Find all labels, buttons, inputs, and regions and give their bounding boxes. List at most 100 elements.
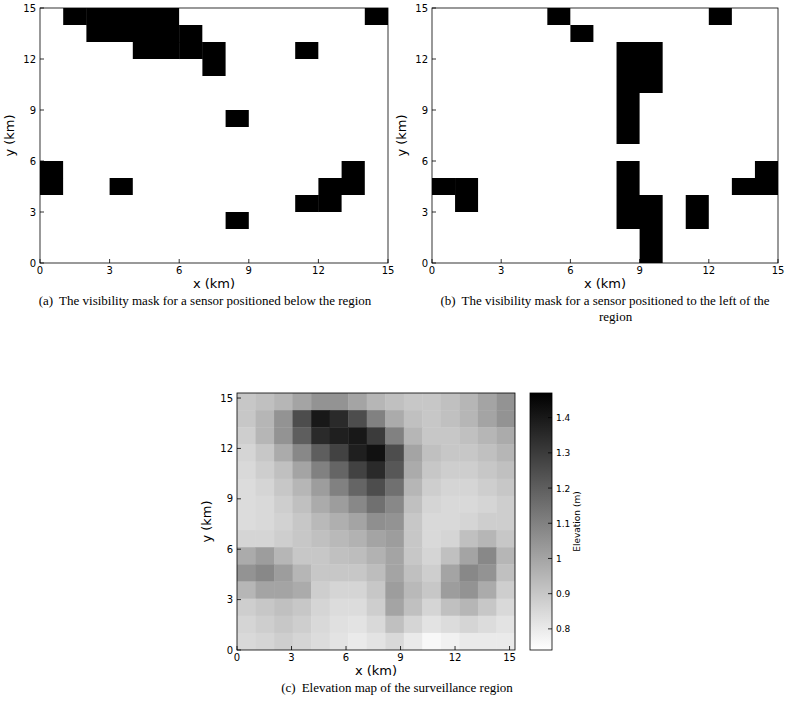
cell bbox=[311, 513, 330, 531]
cell bbox=[478, 513, 497, 531]
cell bbox=[365, 110, 388, 127]
caption: The visibility mask for a sensor positio… bbox=[59, 293, 372, 308]
y-tick-label: 6 bbox=[227, 544, 233, 555]
cell bbox=[272, 229, 296, 246]
colorbar-tick-label: 1.2 bbox=[556, 484, 570, 494]
cell bbox=[86, 25, 110, 42]
cell bbox=[385, 496, 404, 514]
x-tick bbox=[708, 259, 709, 263]
cell bbox=[501, 42, 524, 59]
cell bbox=[202, 144, 226, 161]
cell bbox=[202, 59, 226, 76]
y-axis-title: y (km) bbox=[2, 114, 17, 156]
cell bbox=[318, 246, 342, 263]
cell bbox=[501, 212, 524, 229]
cell bbox=[404, 393, 423, 411]
cell bbox=[385, 633, 404, 650]
cell bbox=[640, 110, 663, 127]
x-tick-label: 9 bbox=[246, 265, 252, 276]
cell bbox=[459, 444, 478, 462]
cell bbox=[330, 444, 349, 462]
cell bbox=[179, 178, 203, 195]
cell bbox=[133, 110, 157, 127]
cell bbox=[202, 195, 226, 212]
cell bbox=[686, 178, 709, 195]
cell bbox=[459, 479, 478, 497]
cell bbox=[295, 110, 319, 127]
cell bbox=[404, 444, 423, 462]
cell bbox=[709, 246, 732, 263]
frame bbox=[237, 393, 515, 650]
x-axis-title: x (km) bbox=[193, 276, 235, 291]
cell bbox=[348, 530, 367, 548]
cell bbox=[432, 110, 455, 127]
y-tick-label: 9 bbox=[227, 493, 233, 504]
cell bbox=[226, 110, 250, 127]
cell bbox=[365, 144, 388, 161]
y-tick-label: 9 bbox=[30, 105, 36, 116]
cell bbox=[496, 599, 515, 617]
cell bbox=[202, 110, 226, 127]
cell bbox=[40, 59, 64, 76]
caption-line: region bbox=[599, 309, 633, 324]
x-tick-label: 3 bbox=[106, 265, 112, 276]
cell bbox=[133, 76, 157, 93]
cell bbox=[593, 110, 616, 127]
x-tick bbox=[509, 646, 510, 650]
cell bbox=[249, 76, 273, 93]
cell bbox=[686, 161, 709, 178]
cell bbox=[293, 564, 312, 582]
cell bbox=[311, 410, 330, 428]
cell bbox=[256, 599, 275, 617]
cell bbox=[156, 246, 180, 263]
cell bbox=[318, 127, 342, 144]
cell bbox=[732, 59, 755, 76]
cell bbox=[478, 633, 497, 650]
cell bbox=[272, 59, 296, 76]
cell bbox=[348, 393, 367, 411]
cell bbox=[226, 25, 250, 42]
cell bbox=[385, 530, 404, 548]
cell bbox=[732, 229, 755, 246]
cell bbox=[237, 479, 256, 497]
y-axis-title: y (km) bbox=[199, 500, 214, 542]
cell bbox=[459, 427, 478, 445]
cell bbox=[342, 144, 366, 161]
colorbar-tick-label: 0.8 bbox=[556, 624, 571, 634]
cell bbox=[478, 581, 497, 599]
cell bbox=[524, 110, 547, 127]
cell bbox=[272, 195, 296, 212]
cell bbox=[365, 212, 388, 229]
x-axis-title: x (km) bbox=[584, 276, 626, 291]
cell bbox=[249, 212, 273, 229]
cell bbox=[755, 246, 778, 263]
cell bbox=[40, 127, 64, 144]
cell bbox=[385, 547, 404, 565]
cell bbox=[755, 178, 778, 195]
x-tick-label: 3 bbox=[288, 652, 294, 663]
cell bbox=[237, 599, 256, 617]
cell bbox=[617, 42, 640, 59]
cell bbox=[348, 599, 367, 617]
cell bbox=[422, 462, 441, 480]
cell bbox=[342, 127, 366, 144]
cell bbox=[404, 633, 423, 650]
cell bbox=[179, 25, 203, 42]
panel-label: (a) bbox=[39, 293, 53, 308]
cell bbox=[524, 161, 547, 178]
cell bbox=[593, 25, 616, 42]
x-tick bbox=[248, 259, 249, 263]
cell bbox=[311, 564, 330, 582]
cell bbox=[367, 599, 386, 617]
cell bbox=[455, 144, 478, 161]
cell bbox=[432, 229, 455, 246]
cell bbox=[441, 564, 460, 582]
cell bbox=[365, 195, 388, 212]
cell bbox=[404, 496, 423, 514]
cell bbox=[547, 144, 570, 161]
cell bbox=[422, 581, 441, 599]
colorbar bbox=[530, 393, 552, 650]
cell bbox=[156, 195, 180, 212]
cell bbox=[330, 564, 349, 582]
cell bbox=[342, 246, 366, 263]
